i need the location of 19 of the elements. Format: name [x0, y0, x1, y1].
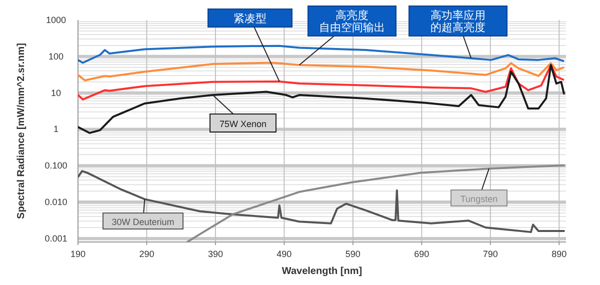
- x-tick-label: 590: [345, 249, 360, 259]
- y-tick-label: 0.001: [44, 233, 68, 244]
- x-tick-label: 490: [276, 249, 292, 259]
- y-tick-label: 1: [53, 124, 59, 134]
- y-tick-label: 0.100: [44, 160, 68, 171]
- x-tick-label: 790: [482, 249, 498, 259]
- x-tick-label: 390: [208, 249, 223, 259]
- y-tick-label: 0.010: [44, 197, 68, 208]
- x-tick-label: 890: [552, 249, 567, 259]
- y-tick-label: 10: [50, 88, 62, 98]
- x-tick-label: 290: [139, 249, 154, 259]
- series-label: 高功率应用的超高亮度: [430, 9, 486, 34]
- x-tick-label: 190: [70, 249, 86, 259]
- y-tick-label: 100: [48, 51, 64, 62]
- y-tick-label: 1000: [46, 15, 66, 25]
- y-axis-title: Spectral Radiance [mW/mm^2.sr.nm]: [16, 43, 27, 219]
- x-axis-title: Wavelength [nm]: [282, 266, 362, 277]
- x-tick-label: 690: [414, 249, 430, 259]
- series-label: 30W Deuterium: [112, 217, 174, 227]
